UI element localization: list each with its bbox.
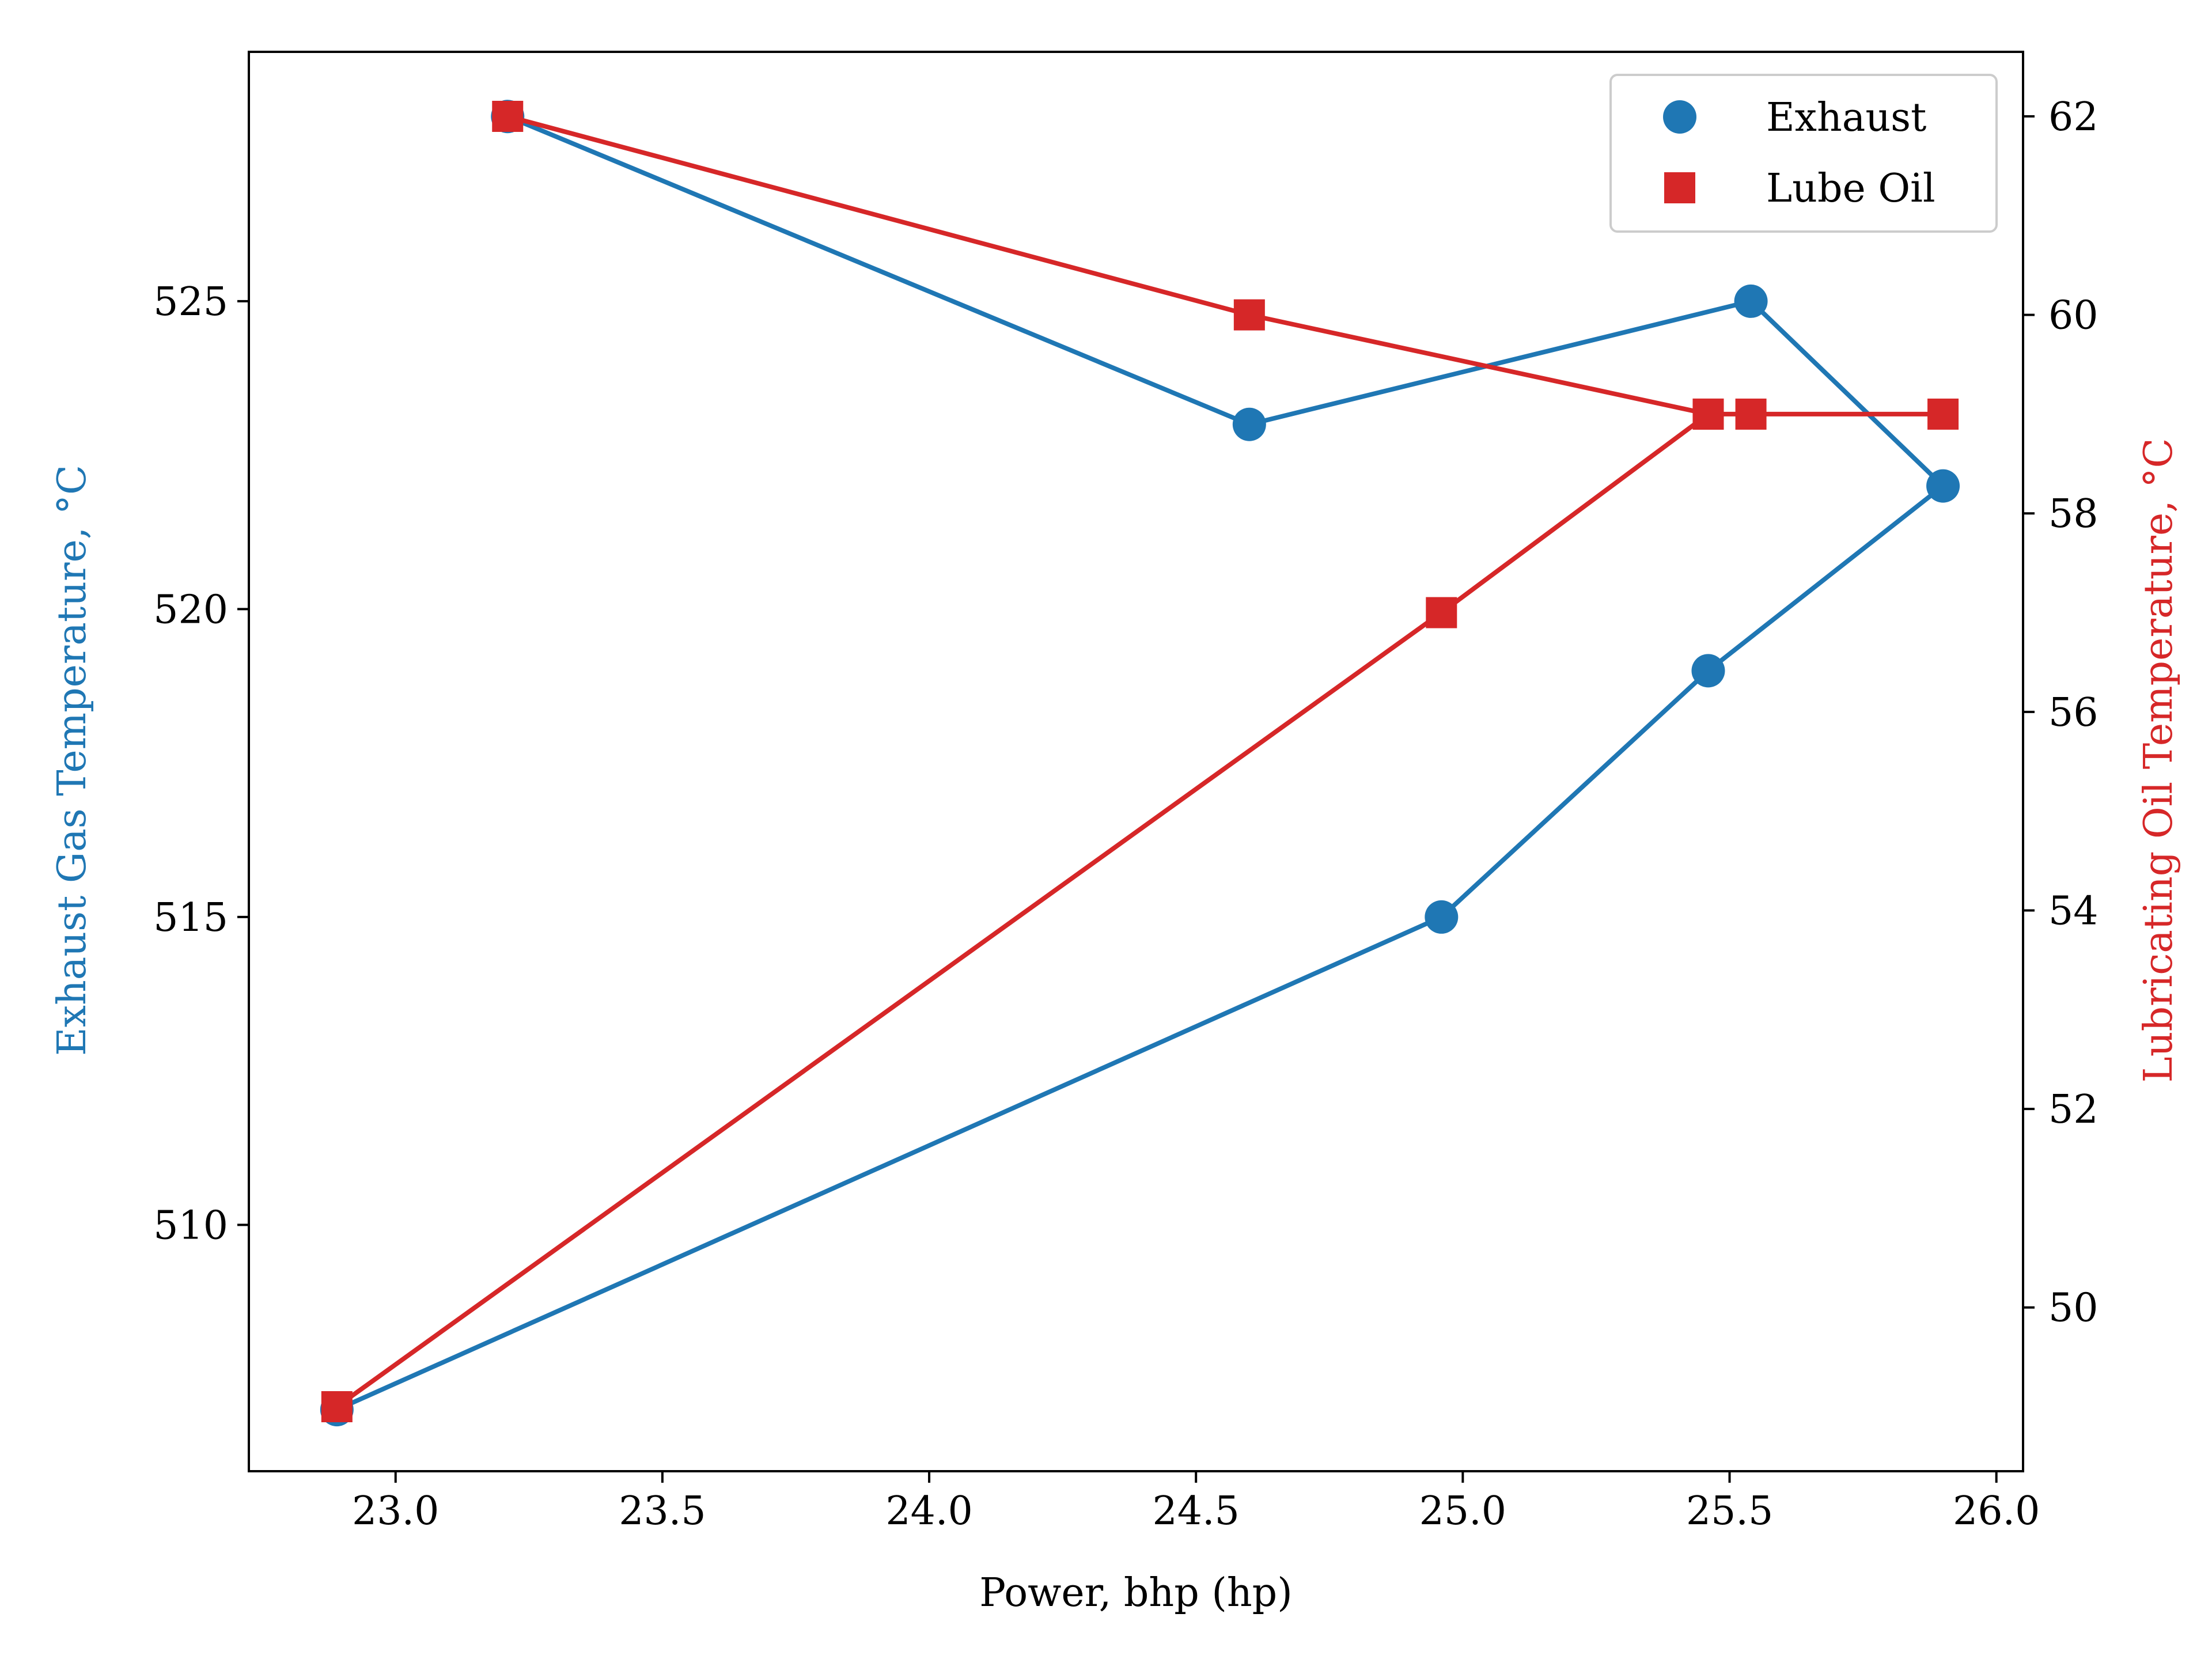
y-right-tick-label: 50 [2048, 1286, 2099, 1331]
y-left-tick-label: 525 [153, 279, 228, 325]
legend-marker-exhaust [1663, 100, 1696, 134]
x-tick-label: 24.0 [885, 1488, 972, 1534]
y-left-axis-ticks: 510 515 520 525 [153, 279, 249, 1248]
data-point-exhaust [1425, 900, 1459, 934]
data-point-lube-oil [1735, 398, 1767, 430]
y-right-tick-label: 60 [2048, 293, 2099, 339]
y-left-tick-label: 510 [153, 1203, 228, 1248]
y-left-tick-label: 515 [153, 895, 228, 941]
y-right-tick-label: 62 [2048, 94, 2099, 140]
data-point-lube-oil [321, 1391, 353, 1422]
y-right-tick-label: 58 [2048, 491, 2099, 537]
legend-marker-lube-oil [1664, 172, 1695, 203]
legend-label-exhaust: Exhaust [1766, 95, 1926, 141]
data-point-lube-oil [492, 101, 524, 132]
x-tick-label: 23.5 [619, 1488, 706, 1534]
y-right-axis-ticks: 50 52 54 56 58 60 62 [2023, 94, 2099, 1331]
series-line-lube-oil [335, 114, 1946, 1409]
legend-label-lube-oil: Lube Oil [1766, 166, 1936, 211]
data-point-lube-oil [1692, 398, 1724, 430]
legend-box [1609, 74, 1998, 233]
x-axis-ticks: 23.0 23.5 24.0 24.5 25.0 25.5 26.0 [352, 1471, 2040, 1534]
data-point-lube-oil [1426, 597, 1457, 628]
y-right-tick-label: 54 [2048, 888, 2099, 934]
series-layer [320, 100, 1960, 1427]
y-right-axis-title: Lubricating Oil Temperature, °C [2136, 438, 2181, 1083]
data-point-lube-oil [1233, 299, 1265, 331]
data-point-exhaust [1734, 284, 1768, 318]
x-tick-label: 24.5 [1153, 1488, 1240, 1534]
data-point-exhaust [1232, 407, 1266, 441]
data-point-lube-oil [1927, 398, 1959, 430]
y-right-tick-label: 52 [2048, 1087, 2099, 1132]
x-tick-label: 25.5 [1686, 1488, 1773, 1534]
y-left-tick-label: 520 [153, 587, 228, 632]
x-tick-label: 25.0 [1419, 1488, 1506, 1534]
x-axis-title: Power, bhp (hp) [979, 1570, 1293, 1616]
x-tick-label: 26.0 [1953, 1488, 2040, 1534]
y-right-tick-label: 56 [2048, 690, 2099, 736]
x-tick-label: 23.0 [352, 1488, 439, 1534]
data-point-exhaust [1926, 469, 1960, 503]
data-point-exhaust [1691, 654, 1725, 688]
legend: Exhaust Lube Oil [1609, 74, 1998, 233]
y-left-axis-title: Exhaust Gas Temperature, °C [50, 465, 95, 1056]
plot-frame [248, 51, 2024, 1472]
